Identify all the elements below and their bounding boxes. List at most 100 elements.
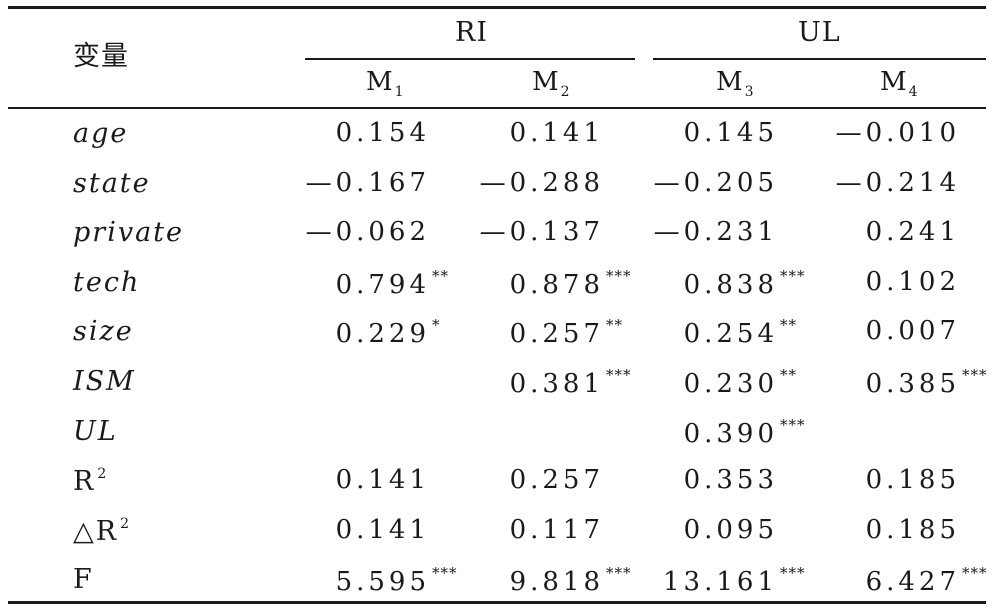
table-cell: 0.117 [510,517,604,543]
table-cell: 0.257 [510,467,604,493]
cell-value: 0.102 [865,266,960,297]
significance-stars: ** [606,316,623,335]
cell-value: 0.257 [509,465,604,496]
table-row: private —0.062 —0.137 —0.231 0.241 [0,219,1000,259]
significance-stars: *** [780,415,806,434]
model-base: M [716,67,743,97]
cell-value: 0.141 [509,118,604,148]
model-subscript: 4 [908,84,918,100]
table-cell: 0.241 [866,219,960,245]
significance-stars: * [432,316,441,335]
row-label: size [73,318,134,345]
cell-value: 0.385 [865,369,960,399]
row-label-text: R [73,466,96,498]
cell-value: 0.257 [509,319,604,350]
row-label: ISM [73,368,136,395]
table-row: state —0.167 —0.288 —0.205 —0.214 [0,170,1000,210]
cell-value: 0.381 [509,369,604,399]
table-cell: 0.794 ** [335,266,449,300]
group-header-ri: RI [455,17,488,48]
significance-stars: *** [962,564,988,583]
row-label-text: state [73,167,151,199]
cell-value: —0.205 [653,167,778,198]
table-cell: 0.145 [684,120,778,146]
table-row: UL 0.390 *** [0,415,1000,458]
table-cell: 0.154 [336,120,430,146]
significance-stars: *** [606,266,632,285]
row-label-superscript: 2 [120,515,132,532]
row-label: tech [73,269,140,296]
significance-stars: *** [432,564,458,583]
row-label: age [73,120,128,147]
cell-value: 0.141 [335,514,430,545]
cell-value: 0.185 [865,465,960,496]
cell-value: —0.231 [653,217,778,248]
table-cell: 0.141 [510,120,604,146]
table-row: ISM 0.381 *** 0.230 ** 0.385 *** [0,368,1000,408]
cell-value: 6.427 [865,567,960,598]
model-subscript: 2 [560,84,570,100]
cell-value: 0.154 [335,118,430,148]
table-cell: 0.007 [866,318,960,344]
row-label: F [73,566,94,593]
significance-stars: ** [432,266,449,285]
cell-value: 0.353 [683,465,778,496]
cell-value: 0.185 [865,514,960,545]
table-cell: 0.390 *** [684,415,806,447]
table-cell: 0.838 *** [684,268,806,298]
row-label: △R 2 [73,517,131,545]
table-cell: 0.353 [684,467,778,493]
cell-value: 5.595 [335,567,430,598]
cell-value: 0.229 [335,319,430,350]
table-cell: 9.818 *** [509,566,632,598]
table-cell: 0.878 *** [510,266,632,298]
cell-value: 0.095 [683,514,778,545]
table-cell: 5.595 *** [335,564,458,598]
row-label-text: private [73,217,185,249]
table-cell: —0.214 [836,170,960,196]
table-cell: —0.288 [480,170,604,196]
cell-value: 0.794 [335,269,430,300]
cell-value: —0.288 [479,167,604,198]
row-label-text: size [73,316,134,348]
table-row: △R 2 0.141 0.117 0.095 0.185 [0,517,1000,557]
cell-value: 0.241 [865,217,960,248]
model-subscript: 3 [744,84,754,100]
table-cell: 13.161 *** [663,566,805,598]
row-label-text: F [73,564,94,596]
cell-value: —0.010 [835,118,960,148]
cell-value: 13.161 [663,567,778,598]
table-cell: 0.185 [866,467,960,493]
row-label-text: tech [73,266,141,298]
cell-value: —0.062 [305,217,430,248]
header-rule [8,107,986,109]
model-subscript: 1 [394,84,404,100]
significance-stars: ** [780,366,797,384]
cell-value: 9.818 [509,567,604,598]
row-label: private [73,219,184,246]
table-cell: 0.229 * [335,316,441,350]
row-label: state [73,170,151,197]
table-cell: 0.385 *** [865,368,988,399]
table-cell: 6.427 *** [865,564,988,598]
significance-stars: ** [780,316,797,335]
table-cell: —0.205 [654,170,778,196]
row-label-text: age [73,118,129,149]
ri-group-rule [305,58,635,60]
cell-value: 0.145 [683,118,778,148]
model-base: M [880,67,907,97]
table-cell: 0.257 ** [509,316,623,350]
table-cell: 0.230 ** [684,366,797,398]
table-cell: 0.254 ** [684,316,797,348]
table-cell: 0.141 [336,517,430,543]
cell-value: —0.167 [305,167,430,198]
significance-stars: *** [606,366,632,384]
cell-value: 0.117 [509,514,604,545]
group-header-ul: UL [798,17,841,48]
row-label-text: UL [73,415,118,447]
ul-group-rule [653,58,986,60]
model-base: M [366,67,393,97]
row-label-text: △R [73,515,119,547]
